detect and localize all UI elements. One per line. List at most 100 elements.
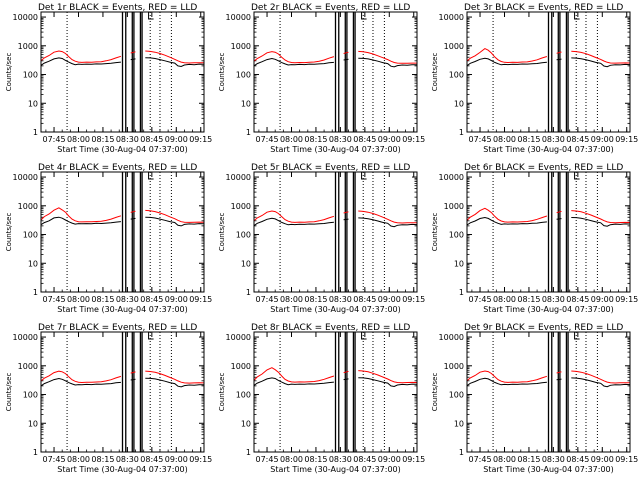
x-tick-label: 07:45 [256,135,279,144]
events-series-line [466,57,631,68]
x-tick-label: 09:15 [402,455,425,464]
lld-series-line [40,50,205,64]
y-tick-label: 10000 [439,333,464,342]
x-axis-label: Start Time (30-Aug-04 07:37:00) [483,145,614,154]
y-tick-label: 10000 [439,173,464,182]
x-tick-label: 09:00 [165,455,188,464]
y-tick-label: 10000 [439,13,464,22]
y-tick-label: 1000 [231,42,251,51]
y-tick-label: 1 [33,288,38,297]
y-tick-label: 10 [28,99,38,108]
y-tick-label: 100 [23,71,38,80]
x-tick-label: 08:45 [140,135,163,144]
y-tick-label: 100 [23,391,38,400]
plot-frame [40,171,205,293]
x-tick-label: 08:45 [353,135,376,144]
x-tick-label: 08:30 [329,455,352,464]
y-tick-label: 10 [454,99,464,108]
x-tick-label: 09:00 [165,135,188,144]
lld-series-line [40,207,205,223]
x-tick-label: 09:15 [615,135,638,144]
gap-bracket-marker [361,172,367,180]
y-tick-label: 100 [236,71,251,80]
x-tick-label: 07:45 [256,295,279,304]
x-tick-label: 08:30 [329,295,352,304]
y-tick-label: 10000 [226,13,251,22]
panel-title: Det 5r BLACK = Events, RED = LLD [251,163,410,173]
x-tick-label: 08:00 [493,135,516,144]
x-tick-label: 08:45 [140,295,163,304]
y-axis-label: Counts/sec [5,213,13,252]
x-tick-label: 09:00 [378,295,401,304]
lld-series-line [466,48,631,64]
y-tick-label: 100 [449,71,464,80]
plot-frame [466,171,631,293]
detector-panel-2: Det 2r BLACK = Events, RED = LLD Counts/s… [218,3,425,154]
lld-series-line [466,370,631,384]
events-series-line [253,217,418,228]
y-tick-label: 1 [246,128,251,137]
detector-panel-3: Det 3r BLACK = Events, RED = LLD Counts/s… [431,3,638,154]
y-tick-label: 1 [33,128,38,137]
panel-title: Det 2r BLACK = Events, RED = LLD [251,3,410,13]
x-axis-label: Start Time (30-Aug-04 07:37:00) [483,305,614,314]
x-tick-label: 08:45 [353,455,376,464]
plot-frame [40,331,205,453]
detector-panel-9: Det 9r BLACK = Events, RED = LLD Counts/s… [431,323,638,474]
x-tick-label: 09:15 [402,295,425,304]
x-tick-label: 08:00 [493,295,516,304]
x-axis-label: Start Time (30-Aug-04 07:37:00) [483,465,614,474]
y-tick-label: 1000 [231,362,251,371]
y-tick-label: 10000 [13,333,38,342]
detector-panel-5: Det 5r BLACK = Events, RED = LLD Counts/s… [218,163,425,314]
plot-frame [253,11,418,133]
x-tick-label: 09:00 [165,295,188,304]
x-axis-label: Start Time (30-Aug-04 07:37:00) [57,305,188,314]
x-tick-label: 08:45 [566,455,589,464]
x-tick-label: 08:30 [116,135,139,144]
x-tick-label: 08:00 [280,455,303,464]
x-tick-label: 08:30 [542,135,565,144]
events-series-line [466,377,631,388]
panel-title: Det 6r BLACK = Events, RED = LLD [464,163,623,173]
x-tick-label: 08:00 [493,455,516,464]
x-tick-label: 09:15 [615,295,638,304]
gap-bracket-marker [574,172,580,180]
plot-frame [253,331,418,453]
y-tick-label: 1000 [444,202,464,211]
gap-bracket-marker [148,12,154,20]
x-tick-label: 08:30 [542,295,565,304]
x-tick-label: 07:45 [469,295,492,304]
x-tick-label: 09:15 [402,135,425,144]
x-tick-label: 08:15 [517,295,540,304]
detector-panel-1: Det 1r BLACK = Events, RED = LLD Counts/s… [5,3,212,154]
x-tick-label: 08:45 [566,295,589,304]
panel-title: Det 1r BLACK = Events, RED = LLD [38,3,197,13]
y-axis-label: Counts/sec [5,373,13,412]
y-tick-label: 10000 [226,173,251,182]
x-tick-label: 08:00 [280,135,303,144]
x-tick-label: 08:15 [91,295,114,304]
lld-series-line [253,367,418,384]
detector-panel-8: Det 8r BLACK = Events, RED = LLD Counts/s… [218,323,425,474]
x-tick-label: 09:00 [591,295,614,304]
plot-frame [40,11,205,133]
gap-bracket-marker [148,172,154,180]
x-tick-label: 08:15 [91,455,114,464]
y-tick-label: 1000 [18,362,38,371]
y-tick-label: 10 [241,419,251,428]
plot-frame [253,171,418,293]
x-tick-label: 08:00 [67,455,90,464]
y-tick-label: 1 [246,288,251,297]
y-axis-label: Counts/sec [218,373,226,412]
y-tick-label: 1 [33,448,38,457]
y-tick-label: 100 [23,231,38,240]
y-tick-label: 10000 [226,333,251,342]
x-tick-label: 08:15 [517,455,540,464]
y-axis-label: Counts/sec [218,213,226,252]
x-tick-label: 09:00 [378,135,401,144]
x-tick-label: 08:45 [566,135,589,144]
x-tick-label: 08:15 [517,135,540,144]
y-axis-label: Counts/sec [218,53,226,92]
events-series-line [253,377,418,388]
